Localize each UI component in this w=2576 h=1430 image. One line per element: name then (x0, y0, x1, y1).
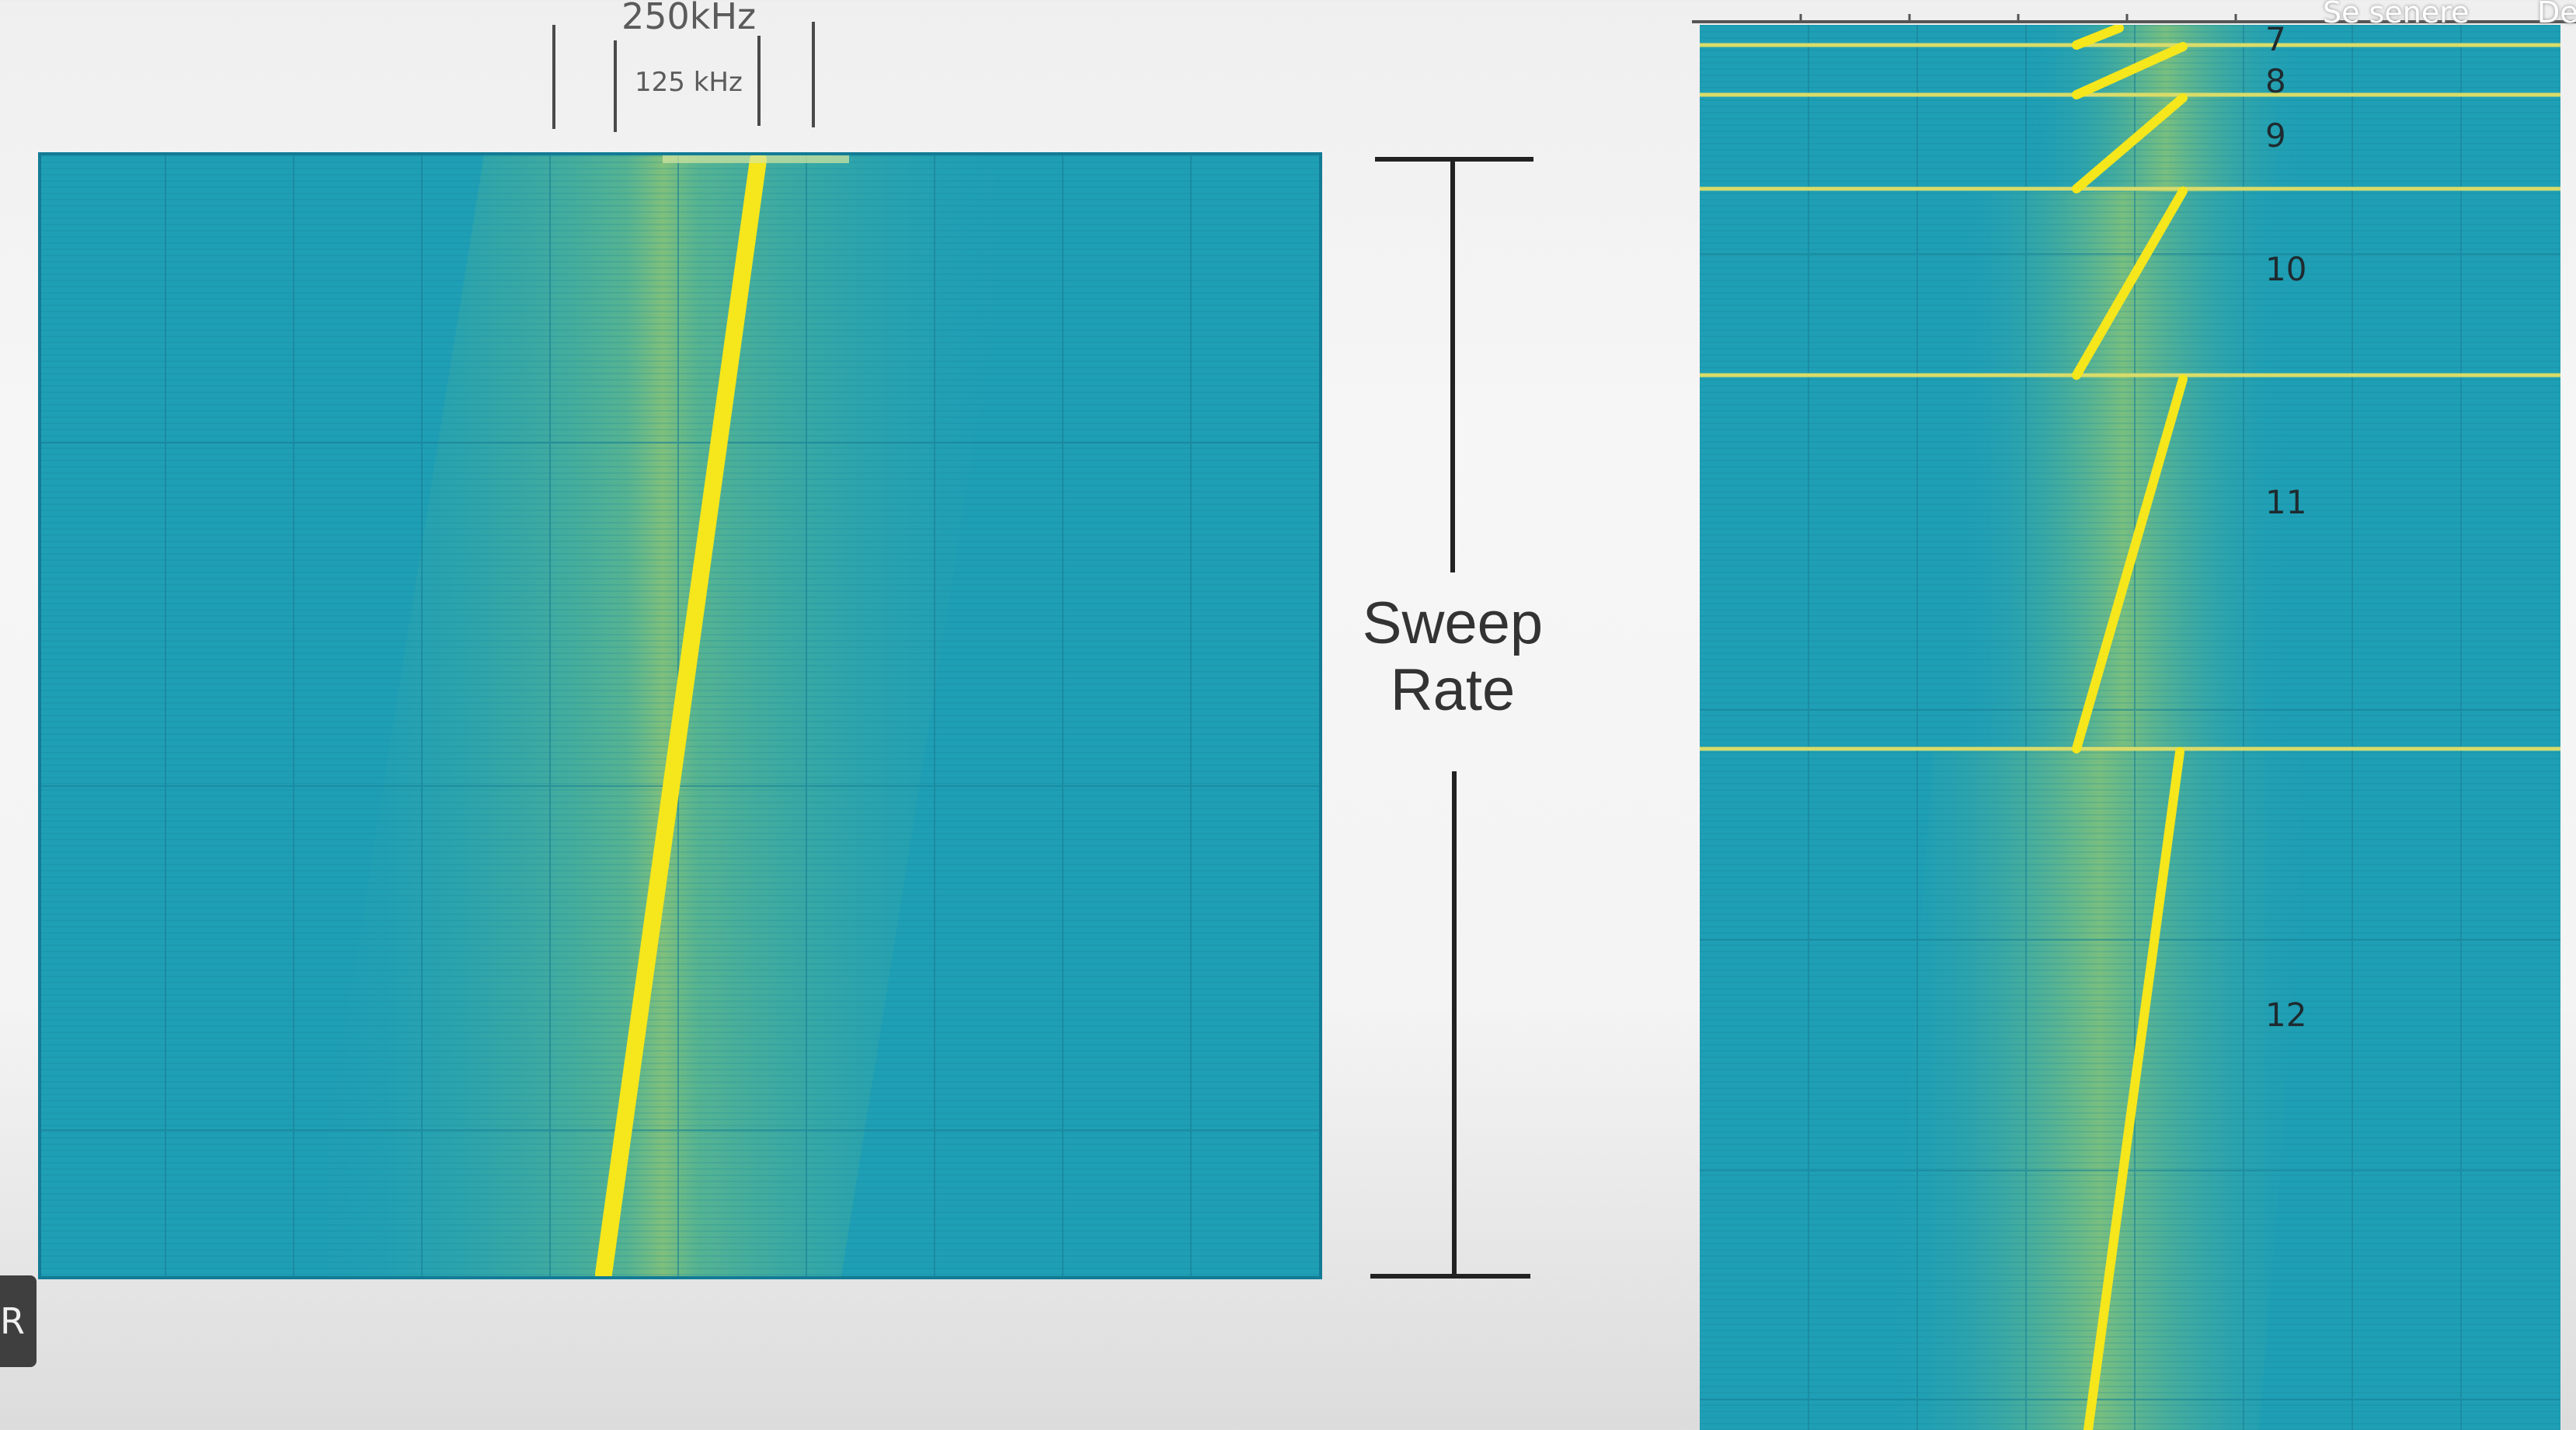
bandwidth-outer-label: 250kHz (621, 0, 757, 37)
bandwidth-inner-tick-left (614, 40, 617, 132)
sweep-rate-label: Sweep Rate (1325, 590, 1581, 724)
sweep-rate-line2: Rate (1390, 657, 1516, 723)
sf-label-9: 9 (2265, 117, 2286, 155)
sweep-rate-bracket (1370, 157, 1533, 1279)
corner-badge-text: R (0, 1300, 25, 1342)
sf-label-7: 7 (2265, 20, 2286, 58)
bandwidth-inner-tick-right (757, 36, 761, 126)
sweep-rate-line1: Sweep (1362, 590, 1544, 656)
sf-label-10: 10 (2265, 250, 2307, 288)
sf-label-12: 12 (2265, 996, 2307, 1034)
left-spectrogram-graphic (41, 155, 1319, 1276)
sf-label-11: 11 (2265, 483, 2307, 521)
bandwidth-outer-tick-left (552, 25, 555, 129)
left-spectrogram (38, 152, 1322, 1279)
corner-badge[interactable]: R (0, 1275, 37, 1367)
chirp-line (595, 155, 767, 1276)
overlay-watch-later[interactable]: Se senere (2323, 0, 2470, 30)
sf-label-8: 8 (2265, 62, 2286, 100)
bandwidth-outer-tick-right (812, 22, 815, 127)
right-spectrogram: 7 8 9 10 11 12 (1700, 20, 2560, 1430)
right-spectrogram-graphic (1700, 25, 2560, 1430)
right-top-axis (1692, 14, 2576, 23)
bandwidth-inner-label: 125 kHz (635, 67, 743, 98)
overlay-share[interactable]: De (2537, 0, 2576, 30)
